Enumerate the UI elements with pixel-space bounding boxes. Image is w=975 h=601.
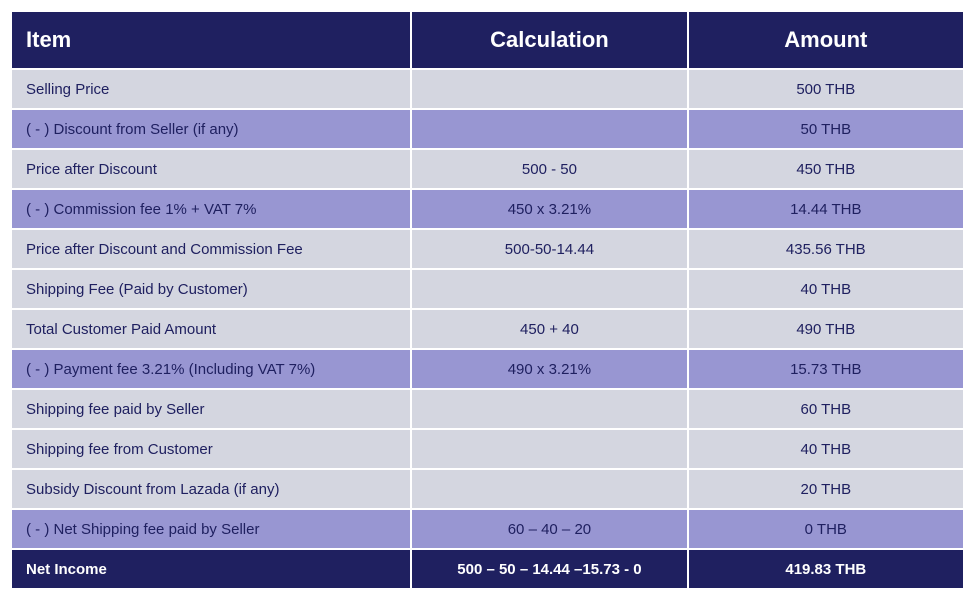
table-row: Selling Price 500 THB (11, 69, 964, 109)
cell-amount: 500 THB (688, 69, 964, 109)
cell-item: ( - ) Payment fee 3.21% (Including VAT 7… (11, 349, 411, 389)
header-row: Item Calculation Amount (11, 11, 964, 69)
cell-amount: 50 THB (688, 109, 964, 149)
cell-calculation: 450 x 3.21% (411, 189, 687, 229)
header-calculation: Calculation (411, 11, 687, 69)
cell-calculation: 500 – 50 – 14.44 –15.73 - 0 (411, 549, 687, 589)
cell-amount: 15.73 THB (688, 349, 964, 389)
cell-calculation (411, 269, 687, 309)
table-row: Shipping fee from Customer 40 THB (11, 429, 964, 469)
cell-calculation: 450 + 40 (411, 309, 687, 349)
cell-calculation: 60 – 40 – 20 (411, 509, 687, 549)
table-body: Selling Price500 THB( - ) Discount from … (11, 69, 964, 589)
cell-item: Net Income (11, 549, 411, 589)
cell-calculation (411, 469, 687, 509)
table-row: Subsidy Discount from Lazada (if any) 20 … (11, 469, 964, 509)
header-amount: Amount (688, 11, 964, 69)
cell-calculation: 500 - 50 (411, 149, 687, 189)
table-row: Total Customer Paid Amount450 + 40490 TH… (11, 309, 964, 349)
header-item: Item (11, 11, 411, 69)
table-row: ( - ) Payment fee 3.21% (Including VAT 7… (11, 349, 964, 389)
table-row: ( - ) Commission fee 1% + VAT 7%450 x 3.… (11, 189, 964, 229)
cell-calculation: 490 x 3.21% (411, 349, 687, 389)
cell-amount: 40 THB (688, 429, 964, 469)
table-row: Price after Discount500 - 50450 THB (11, 149, 964, 189)
cell-item: ( - ) Net Shipping fee paid by Seller (11, 509, 411, 549)
cell-item: ( - ) Discount from Seller (if any) (11, 109, 411, 149)
cell-item: Shipping Fee (Paid by Customer) (11, 269, 411, 309)
table-row: ( - ) Net Shipping fee paid by Seller60 … (11, 509, 964, 549)
table-row: Price after Discount and Commission Fee5… (11, 229, 964, 269)
cell-amount: 60 THB (688, 389, 964, 429)
cell-amount: 40 THB (688, 269, 964, 309)
cell-calculation: 500-50-14.44 (411, 229, 687, 269)
cell-calculation (411, 429, 687, 469)
table-row: ( - ) Discount from Seller (if any) 50 TH… (11, 109, 964, 149)
fee-breakdown-table: Item Calculation Amount Selling Price500… (10, 10, 965, 590)
cell-amount: 419.83 THB (688, 549, 964, 589)
cell-calculation (411, 69, 687, 109)
table: Item Calculation Amount Selling Price500… (10, 10, 965, 590)
footer-row: Net Income500 – 50 – 14.44 –15.73 - 0419… (11, 549, 964, 589)
cell-item: Price after Discount and Commission Fee (11, 229, 411, 269)
cell-item: Total Customer Paid Amount (11, 309, 411, 349)
cell-amount: 490 THB (688, 309, 964, 349)
cell-amount: 20 THB (688, 469, 964, 509)
cell-calculation (411, 389, 687, 429)
cell-calculation (411, 109, 687, 149)
cell-item: Price after Discount (11, 149, 411, 189)
cell-amount: 450 THB (688, 149, 964, 189)
table-header: Item Calculation Amount (11, 11, 964, 69)
table-row: Shipping fee paid by Seller 60 THB (11, 389, 964, 429)
cell-item: Shipping fee from Customer (11, 429, 411, 469)
cell-item: ( - ) Commission fee 1% + VAT 7% (11, 189, 411, 229)
cell-item: Selling Price (11, 69, 411, 109)
cell-amount: 0 THB (688, 509, 964, 549)
cell-item: Subsidy Discount from Lazada (if any) (11, 469, 411, 509)
cell-amount: 14.44 THB (688, 189, 964, 229)
table-row: Shipping Fee (Paid by Customer) 40 THB (11, 269, 964, 309)
cell-item: Shipping fee paid by Seller (11, 389, 411, 429)
cell-amount: 435.56 THB (688, 229, 964, 269)
